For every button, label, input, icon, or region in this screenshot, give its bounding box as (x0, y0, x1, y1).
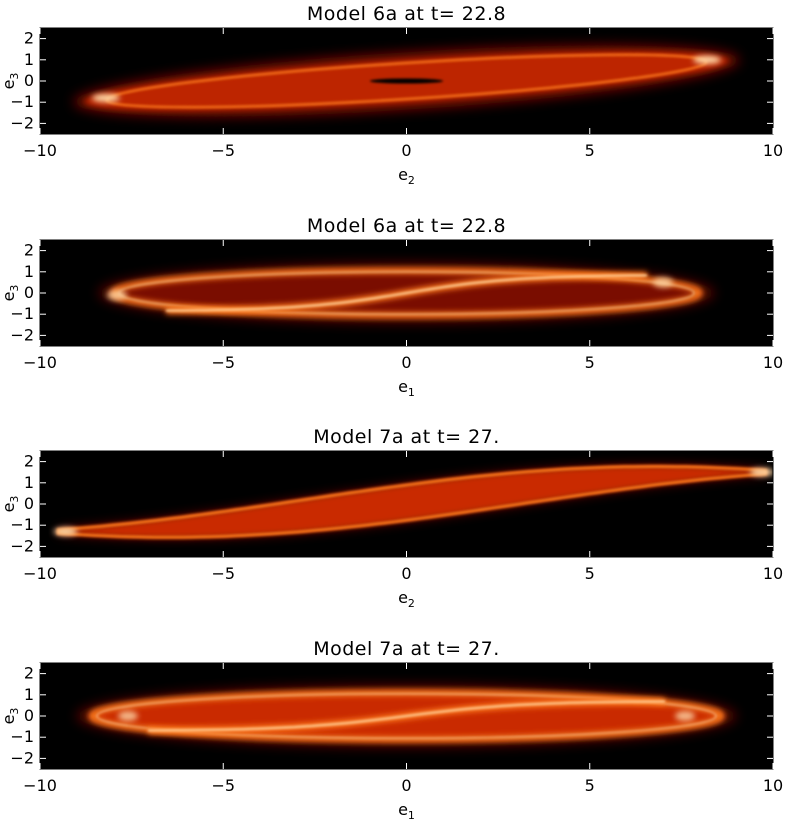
density-image (98, 263, 715, 323)
s-curve (166, 274, 647, 312)
y-axis-label-sub: 3 (8, 496, 21, 503)
panel-title: Model 7a at t= 27. (313, 638, 500, 660)
x-axis-label: e1 (398, 800, 415, 822)
y-tick-label: −2 (10, 325, 34, 344)
x-tick-label: −10 (23, 353, 57, 372)
x-tick-label: 10 (763, 564, 783, 583)
x-axis-label-main: e (398, 165, 408, 184)
bright-spot (653, 277, 674, 288)
y-axis-label: e3 (0, 285, 21, 302)
bright-spot (693, 55, 722, 64)
bright-spot (91, 93, 120, 102)
y-axis-label-main: e (0, 503, 18, 513)
y-axis-label-main: e (0, 80, 18, 90)
y-tick-label: −2 (10, 113, 34, 132)
x-axis-label-sub: 1 (408, 386, 415, 399)
band-body (58, 466, 766, 538)
density-image (73, 45, 740, 117)
y-axis-label: e3 (0, 73, 21, 90)
y-tick-label: 1 (24, 473, 34, 492)
x-tick-label: 5 (585, 776, 595, 795)
y-tick-label: −2 (10, 748, 34, 767)
panel-title: Model 6a at t= 22.8 (307, 3, 506, 25)
x-tick-label: 5 (585, 564, 595, 583)
x-tick-label: −5 (211, 776, 235, 795)
x-axis-label: e2 (398, 588, 415, 610)
y-tick-label: 1 (24, 262, 34, 281)
y-tick-label: 0 (24, 71, 34, 90)
x-tick-label: −10 (23, 564, 57, 583)
y-axis-label: e3 (0, 496, 21, 513)
x-tick-label: 10 (763, 141, 783, 160)
panel-title: Model 7a at t= 27. (313, 426, 500, 448)
y-tick-label: 2 (24, 664, 34, 683)
x-tick-label: 0 (401, 776, 411, 795)
x-tick-label: −5 (211, 564, 235, 583)
y-tick-label: 0 (24, 706, 34, 725)
y-tick-label: 2 (24, 452, 34, 471)
x-axis-label-main: e (398, 377, 408, 396)
density-image (53, 465, 773, 539)
x-axis-label: e2 (398, 165, 415, 187)
x-tick-label: 10 (763, 776, 783, 795)
x-tick-label: 0 (401, 141, 411, 160)
y-axis-label: e3 (0, 708, 21, 725)
x-axis-label-main: e (398, 588, 408, 607)
bright-spot (106, 290, 127, 301)
panel-title: Model 6a at t= 22.8 (307, 215, 506, 237)
y-tick-label: 1 (24, 50, 34, 69)
central-hole (369, 78, 444, 84)
x-axis-label: e1 (398, 377, 415, 399)
density-image (76, 685, 737, 747)
y-tick-label: 0 (24, 283, 34, 302)
y-tick-label: −1 (10, 727, 34, 746)
y-axis-label-sub: 3 (8, 708, 21, 715)
x-tick-label: 5 (585, 141, 595, 160)
y-tick-label: −1 (10, 515, 34, 534)
s-curve (147, 700, 666, 732)
bright-spot (750, 468, 773, 477)
y-tick-label: −2 (10, 536, 34, 555)
x-tick-label: −5 (211, 353, 235, 372)
y-axis-label-main: e (0, 292, 18, 302)
y-tick-label: 2 (24, 241, 34, 260)
y-axis-label-sub: 3 (8, 285, 21, 292)
bright-spot (117, 711, 138, 721)
x-axis-label-main: e (398, 800, 408, 819)
x-tick-label: 0 (401, 564, 411, 583)
y-tick-label: 0 (24, 494, 34, 513)
ring-edge (88, 689, 725, 743)
bright-spot (675, 711, 696, 721)
x-axis-label-sub: 2 (408, 174, 415, 187)
x-tick-label: 5 (585, 353, 595, 372)
y-tick-label: −1 (10, 92, 34, 111)
y-axis-label-main: e (0, 715, 18, 725)
x-tick-label: −5 (211, 141, 235, 160)
y-axis-label-sub: 3 (8, 73, 21, 80)
x-axis-label-sub: 2 (408, 597, 415, 610)
x-tick-label: 0 (401, 353, 411, 372)
y-tick-label: 1 (24, 685, 34, 704)
x-tick-label: −10 (23, 776, 57, 795)
y-tick-label: 2 (24, 29, 34, 48)
y-tick-label: −1 (10, 304, 34, 323)
x-tick-label: −10 (23, 141, 57, 160)
bright-spot (53, 527, 78, 536)
x-tick-label: 10 (763, 353, 783, 372)
x-axis-label-sub: 1 (408, 809, 415, 822)
ring-highlight (96, 692, 717, 740)
